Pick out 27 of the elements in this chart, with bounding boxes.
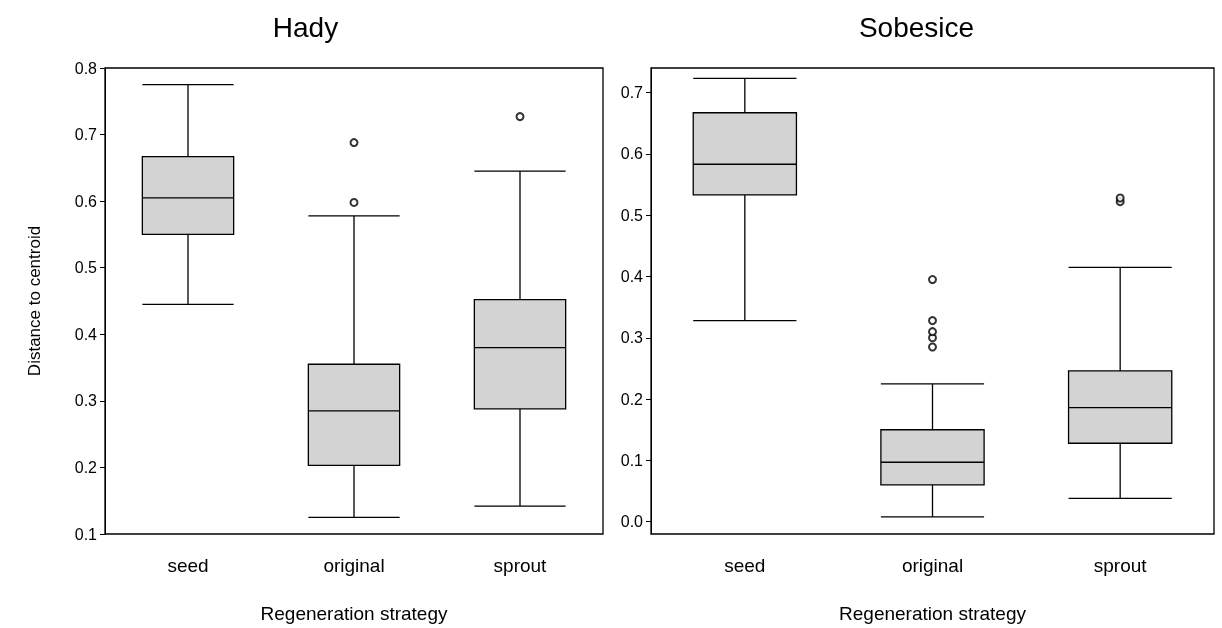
chart-title: Hady bbox=[272, 11, 339, 43]
y-tick-label: 0.2 bbox=[74, 458, 98, 476]
y-tick-label: 0.5 bbox=[74, 259, 98, 277]
y-tick-label: 0.7 bbox=[74, 126, 98, 144]
x-tick-label: original bbox=[901, 555, 964, 576]
y-tick-label: 0.3 bbox=[74, 392, 98, 410]
y-tick-label: 0.5 bbox=[620, 206, 644, 224]
x-axis-title: Regeneration strategy bbox=[839, 603, 1027, 624]
y-tick-label: 0.7 bbox=[620, 84, 644, 102]
x-tick-label: sprout bbox=[493, 555, 548, 576]
x-axis-title: Regeneration strategy bbox=[260, 603, 448, 624]
y-tick-label: 0.1 bbox=[620, 451, 644, 469]
y-tick-label: 0.4 bbox=[74, 325, 98, 343]
y-tick-label: 0.4 bbox=[620, 267, 644, 285]
chart-title: Sobesice bbox=[858, 11, 975, 43]
y-tick-label: 0.6 bbox=[620, 145, 644, 163]
y-tick-label: 0.6 bbox=[74, 192, 98, 210]
x-tick-label: seed bbox=[167, 555, 209, 576]
x-tick-label: original bbox=[323, 555, 385, 576]
y-tick-label: 0.3 bbox=[620, 329, 644, 347]
x-tick-label: sprout bbox=[1093, 555, 1148, 576]
y-tick-label: 0.8 bbox=[74, 59, 98, 77]
y-tick-label: 0.0 bbox=[620, 513, 644, 531]
y-axis-title: Distance to centroid bbox=[25, 225, 44, 377]
y-tick-label: 0.1 bbox=[74, 525, 98, 543]
x-tick-label: seed bbox=[724, 555, 766, 576]
y-tick-label: 0.2 bbox=[620, 390, 644, 408]
